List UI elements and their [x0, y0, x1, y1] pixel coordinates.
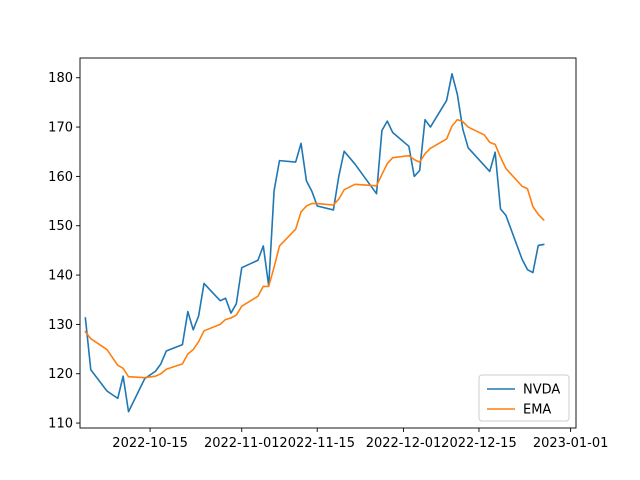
- series-line-nvda: [84, 72, 545, 413]
- y-tick-label: 130: [48, 318, 73, 333]
- legend: NVDA EMA: [478, 374, 570, 422]
- legend-label-ema: EMA: [523, 403, 551, 418]
- y-tick-label: 150: [48, 219, 73, 234]
- plot-area: [80, 58, 576, 428]
- x-tick-label: 2022-10-15: [112, 436, 188, 451]
- y-tick-label: 140: [48, 269, 73, 284]
- y-tick-label: 120: [48, 367, 73, 382]
- y-tick-label: 180: [48, 71, 73, 86]
- y-tick-label: 170: [48, 121, 73, 136]
- axes-frame: [79, 57, 577, 429]
- y-tick-label: 160: [48, 170, 73, 185]
- y-tick-label: 110: [48, 417, 73, 432]
- x-tick-label: 2022-12-15: [441, 436, 517, 451]
- x-tick-label: 2022-12-01: [366, 436, 442, 451]
- series-line-ema: [84, 118, 545, 379]
- x-tick-label: 2022-11-15: [279, 436, 355, 451]
- legend-label-nvda: NVDA: [523, 383, 560, 398]
- x-tick-label: 2023-01-01: [533, 436, 609, 451]
- x-tick-label: 2022-11-01: [204, 436, 280, 451]
- axes: 110 120 130 140 150 160 170 180 2022-10-15 2022-1…: [48, 57, 609, 451]
- series-lines: [84, 72, 545, 413]
